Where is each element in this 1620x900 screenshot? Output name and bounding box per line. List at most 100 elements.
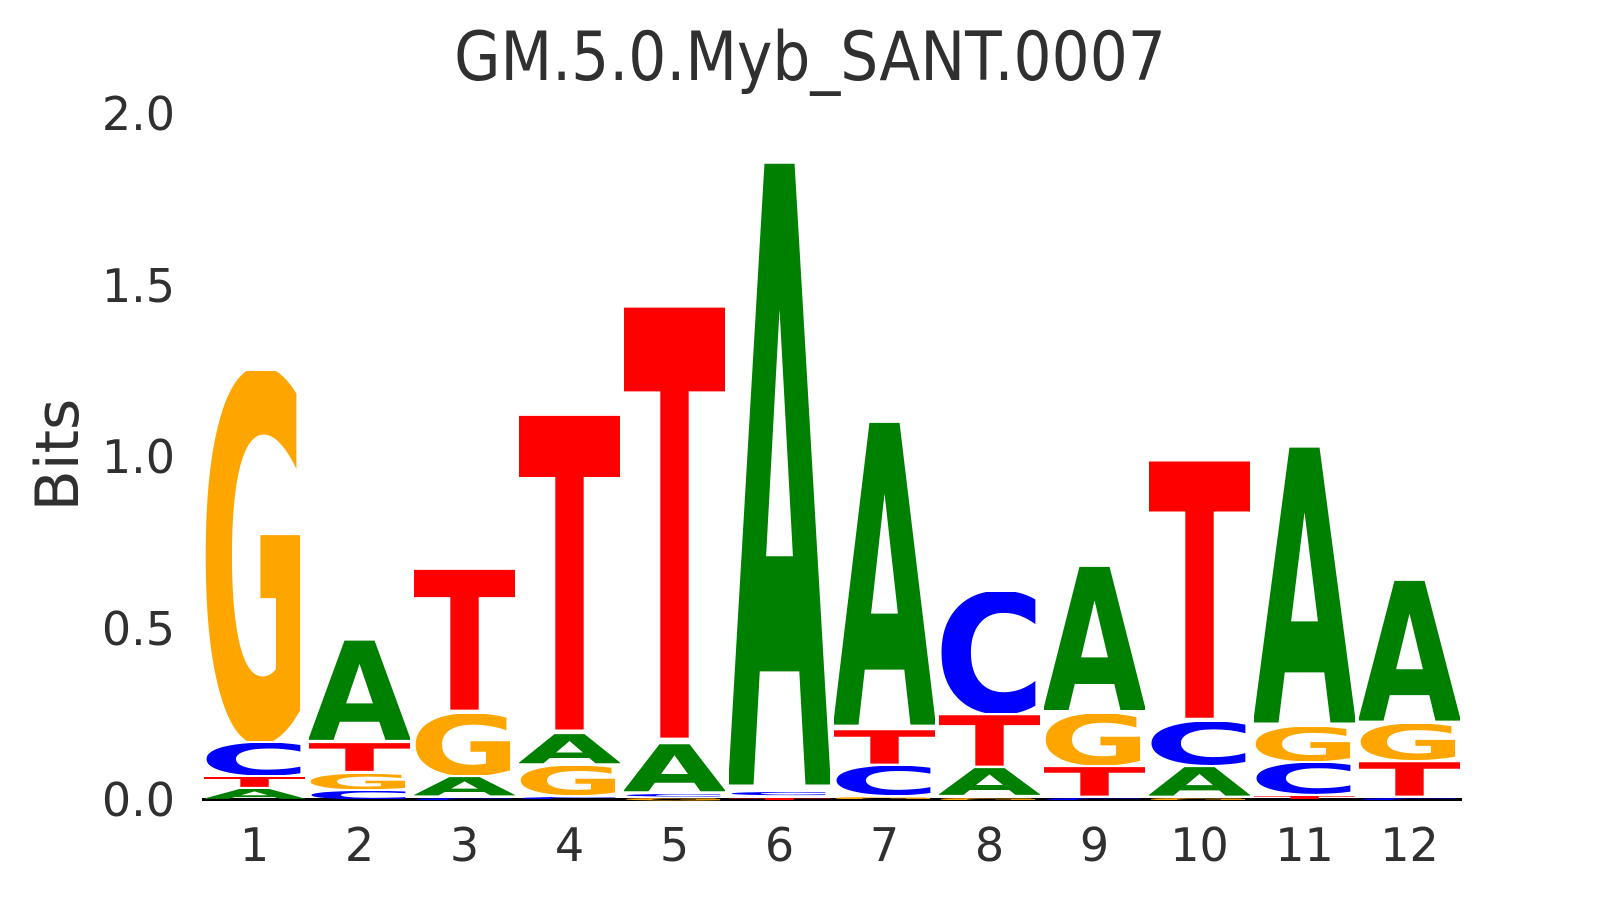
logo-letter-T: T [729,798,830,801]
logo-letter-G: G [519,766,620,795]
logo-letter-T: T [624,305,725,742]
x-tick-label: 3 [449,818,480,872]
chart-title: GM.5.0.Myb_SANT.0007 [454,18,1166,97]
logo-letter-C: C [1149,722,1250,765]
svg-text:G: G [834,797,935,800]
svg-text:C: C [1044,798,1145,801]
logo-letter-T: T [939,715,1040,766]
logo-letter-G: G [1359,724,1460,760]
logo-letter-T: T [414,569,515,711]
svg-text:A: A [1044,566,1145,711]
x-tick-label: 5 [659,818,690,872]
svg-text:A: A [1149,767,1250,796]
svg-text:A: A [729,160,830,791]
svg-text:G: G [204,371,305,741]
y-tick-label: 2.0 [101,87,175,141]
svg-text:T: T [1149,460,1250,720]
svg-text:T: T [1044,767,1145,796]
logo-letter-G: G [204,371,305,741]
logo-letter-C: C [1044,798,1145,801]
x-tick-label: 6 [764,818,795,872]
logo-letter-A: A [1044,566,1145,711]
logo-letter-G: G [1044,714,1145,765]
svg-text:A: A [834,421,935,728]
logo-letter-C: C [729,792,830,795]
logo-letter-G: G [624,798,725,801]
svg-text:C: C [309,791,410,799]
logo-letter-A: A [1254,446,1355,725]
logo-letter-A: A [624,744,725,792]
svg-text:A: A [939,768,1040,795]
logo-letter-A: A [1359,580,1460,722]
x-tick-label: 12 [1380,818,1439,872]
svg-text:C: C [204,743,305,775]
svg-text:A: A [414,777,515,796]
x-tick-label: 11 [1275,818,1334,872]
svg-text:T: T [309,743,410,771]
logo-letter-A: A [414,777,515,796]
x-tick-label: 4 [554,818,585,872]
svg-text:G: G [1359,724,1460,760]
svg-text:T: T [1359,762,1460,796]
x-axis-baseline [202,798,1462,801]
logo-letter-A: A [1149,767,1250,796]
logo-letter-A: A [729,160,830,791]
y-tick-label: 1.0 [101,430,175,484]
svg-text:T: T [204,777,305,787]
logo-letter-G: G [1149,798,1250,801]
logo-letter-A: A [834,421,935,728]
svg-text:T: T [1254,796,1355,799]
logo-letter-T: T [519,414,620,733]
x-tick-label: 7 [869,818,900,872]
logo-letter-G: G [834,797,935,800]
svg-text:G: G [624,798,725,801]
svg-text:C: C [519,797,620,800]
logo-letter-T: T [1044,767,1145,796]
logo-letter-C: C [1254,763,1355,794]
x-tick-label: 2 [344,818,375,872]
svg-text:T: T [834,730,935,764]
svg-text:G: G [519,766,620,795]
svg-text:G: G [309,774,410,789]
svg-text:C: C [729,792,830,795]
svg-text:C: C [624,794,725,797]
logo-letter-C: C [939,592,1040,713]
logo-letter-T: T [1359,762,1460,796]
svg-text:C: C [1254,763,1355,794]
svg-text:T: T [519,414,620,733]
y-tick-label: 1.5 [101,258,175,313]
logo-letter-A: A [939,768,1040,795]
logo-letter-C: C [414,798,515,801]
logo-letter-C: C [834,766,935,795]
svg-text:C: C [939,592,1040,713]
svg-text:T: T [414,569,515,711]
logo-letter-G: G [309,774,410,789]
svg-text:C: C [1149,722,1250,765]
svg-text:G: G [1149,798,1250,801]
logo-letter-A: A [519,734,620,764]
logo-letter-C: C [624,794,725,797]
logo-letter-G: G [414,714,515,775]
logo-letter-C: C [204,743,305,775]
y-tick-label: 0.5 [101,601,175,656]
y-tick-label: 0.0 [101,773,175,827]
svg-text:T: T [729,798,830,801]
logo-letter-T: T [309,743,410,771]
svg-text:G: G [1254,727,1355,761]
logo-letter-C: C [519,797,620,800]
svg-text:A: A [1254,446,1355,725]
svg-text:A: A [519,734,620,764]
x-tick-label: 1 [239,818,270,872]
logo-letter-G: G [939,798,1040,801]
svg-text:G: G [939,798,1040,801]
